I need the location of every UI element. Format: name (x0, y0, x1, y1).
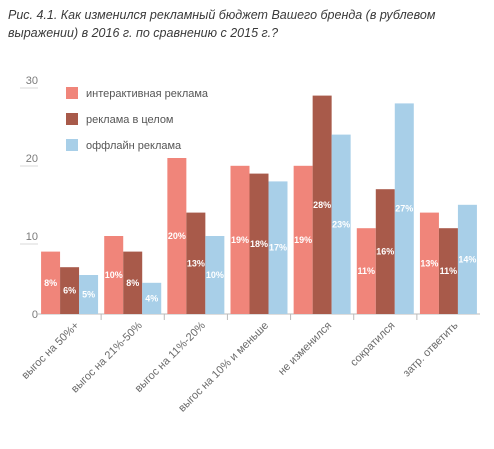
chart-title: Рис. 4.1. Как изменился рекламный бюджет… (8, 8, 436, 40)
bar-3-4 (268, 181, 288, 314)
data-label: 6% (63, 286, 76, 296)
bar-1-4 (230, 165, 250, 314)
data-label: 8% (126, 278, 139, 288)
bar-2-1 (60, 267, 80, 314)
bar-3-1 (79, 275, 99, 314)
x-tick-label: выгос на 21%-50% (69, 319, 145, 395)
data-label: 14% (458, 254, 476, 264)
data-label: 20% (168, 231, 186, 241)
bar-2-6 (375, 189, 395, 314)
bar-3-6 (394, 103, 414, 315)
data-label: 11% (358, 266, 376, 276)
bar-1-1 (41, 251, 61, 314)
bar-2-3 (186, 212, 206, 314)
y-tick-label: 10 (26, 231, 38, 243)
data-label: 8% (44, 278, 57, 288)
data-label: 13% (187, 258, 205, 268)
legend-swatch (66, 139, 78, 151)
y-tick-label: 20 (26, 153, 38, 165)
bar-3-3 (205, 236, 225, 314)
x-tick-label: сократился (348, 320, 397, 369)
x-tick-label: выгос на 11%-20% (133, 319, 208, 394)
bar-1-2 (104, 236, 124, 314)
bar-1-6 (356, 228, 376, 314)
legend-label: интерактивная реклама (86, 88, 209, 100)
data-label: 23% (332, 219, 350, 229)
data-label: 28% (313, 200, 331, 210)
data-label: 19% (231, 235, 249, 245)
data-label: 27% (395, 204, 413, 214)
data-label: 10% (206, 270, 224, 280)
bar-1-5 (293, 165, 313, 314)
data-label: 18% (250, 239, 268, 249)
legend-label: оффлайн реклама (86, 140, 182, 152)
legend-label: реклама в целом (86, 114, 174, 126)
data-label: 16% (376, 247, 394, 257)
x-tick-label: выгос на 50%+ (20, 320, 82, 382)
data-label: 17% (269, 243, 287, 253)
legend-swatch (66, 87, 78, 99)
bar-2-2 (123, 251, 143, 314)
bar-2-4 (249, 173, 269, 314)
bar-1-3 (167, 158, 187, 314)
data-label: 11% (440, 266, 458, 276)
data-label: 5% (82, 290, 95, 300)
data-label: 10% (105, 270, 123, 280)
bar-3-5 (331, 134, 351, 314)
bar-3-2 (142, 282, 162, 314)
bar-1-7 (419, 212, 439, 314)
bar-2-5 (312, 95, 332, 314)
y-tick-label: 0 (32, 309, 38, 321)
legend-swatch (66, 113, 78, 125)
y-tick-label: 30 (26, 75, 38, 87)
bar-3-7 (457, 204, 477, 314)
data-label: 13% (420, 258, 438, 268)
data-label: 19% (294, 235, 312, 245)
x-tick-label: затр. ответить (401, 319, 461, 379)
bar-2-7 (438, 228, 458, 314)
x-tick-label: не изменился (276, 320, 334, 378)
data-label: 4% (145, 293, 158, 303)
